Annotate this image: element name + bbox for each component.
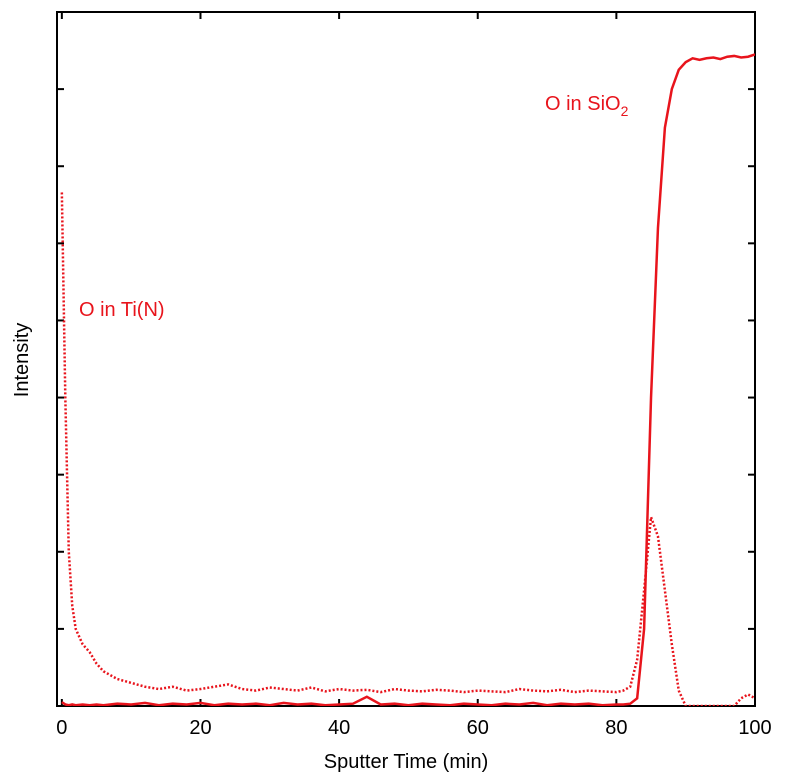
x-tick-label: 60	[467, 717, 489, 739]
x-axis-label: Sputter Time (min)	[324, 751, 488, 773]
x-tick-label: 100	[738, 717, 771, 739]
annotation-subscript: 2	[621, 103, 629, 119]
x-tick-label: 0	[56, 717, 67, 739]
plot-frame	[56, 11, 756, 707]
line-series	[61, 53, 755, 706]
annotation: O in Ti(N)	[79, 299, 165, 321]
x-tick-label: 40	[328, 717, 350, 739]
line-series	[60, 192, 755, 706]
y-axis-label: Intensity	[11, 323, 33, 397]
x-tick-label: 20	[189, 717, 211, 739]
x-tick-label: 80	[605, 717, 627, 739]
annotation: O in SiO2	[545, 93, 629, 119]
annotation-text: O in SiO	[545, 93, 621, 115]
